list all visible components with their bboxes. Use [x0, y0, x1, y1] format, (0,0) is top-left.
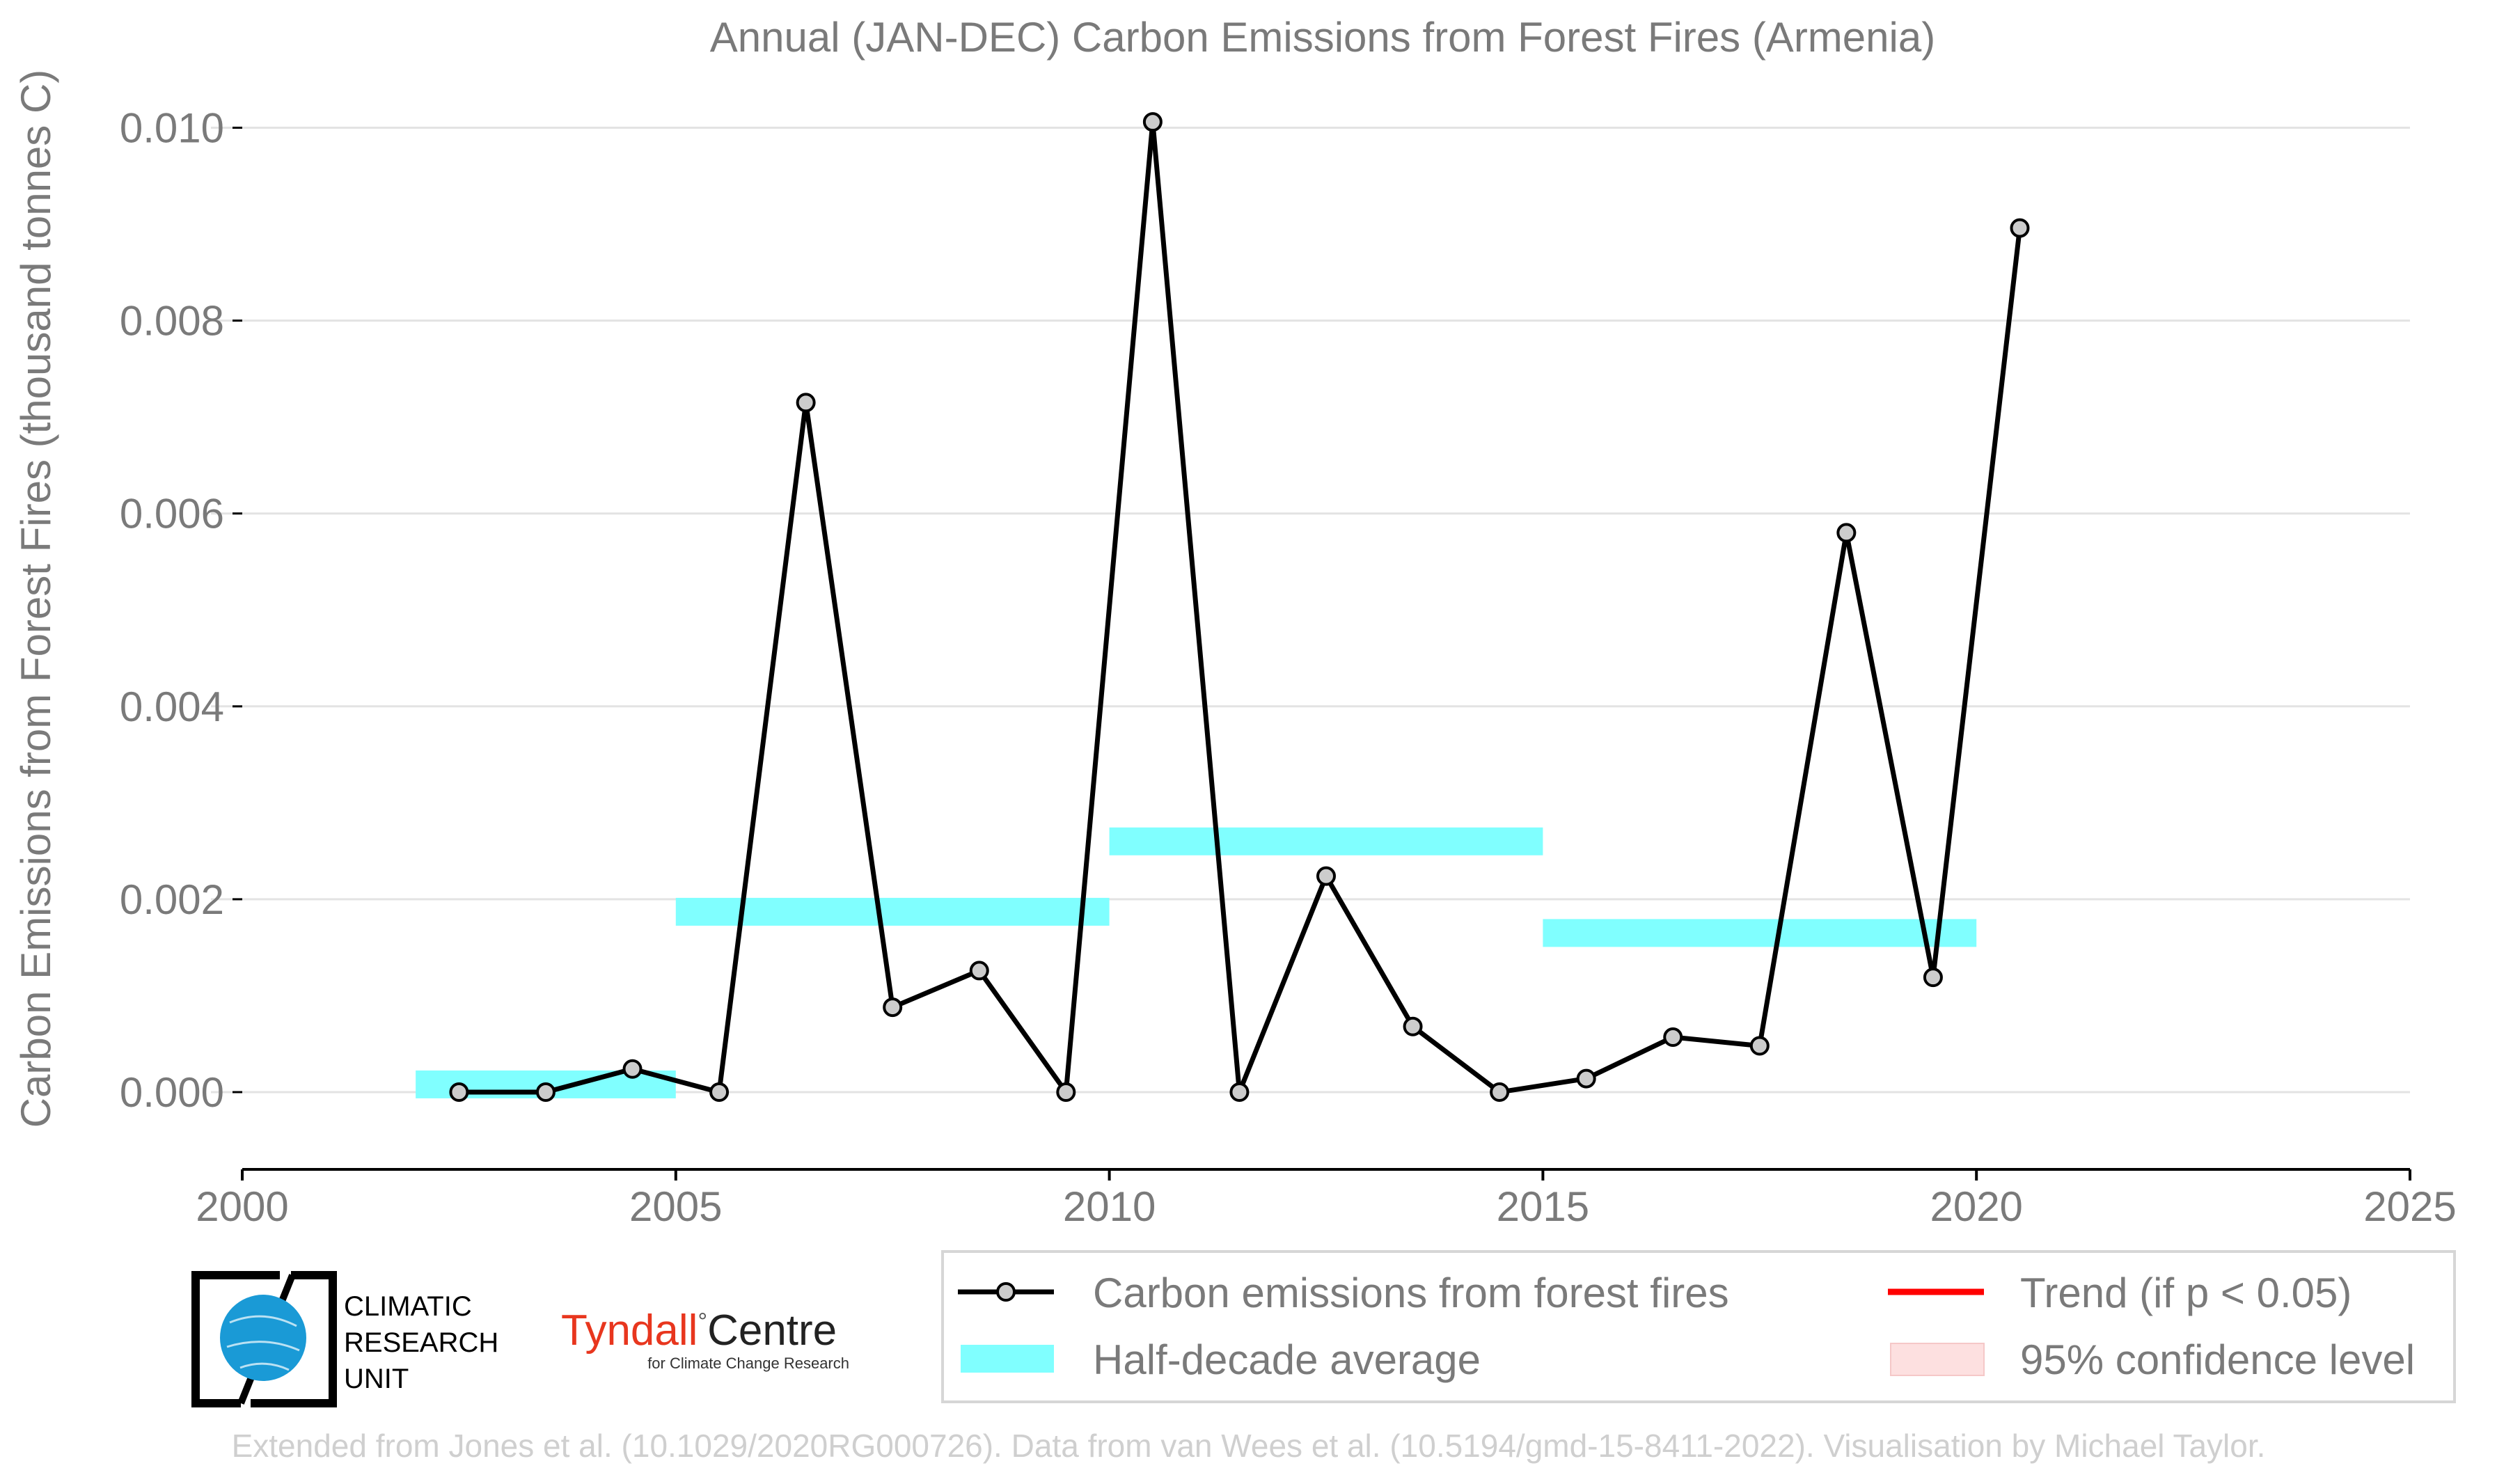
- legend-marker-sample: [996, 1282, 1016, 1302]
- legend-confidence-sample: [1890, 1343, 1985, 1376]
- cru-logo: CLIMATIC RESEARCH UNIT: [191, 1271, 498, 1407]
- data-point: [1316, 866, 1336, 886]
- data-point: [1142, 112, 1163, 132]
- data-point: [1663, 1027, 1683, 1048]
- data-point: [449, 1082, 469, 1102]
- cru-label-line-1: CLIMATIC: [344, 1291, 472, 1322]
- globe-icon-contour: [226, 1315, 300, 1371]
- half-decade-band: [1543, 919, 1977, 947]
- legend-band-sample: [961, 1345, 1054, 1373]
- cru-label-line-2: RESEARCH: [344, 1327, 498, 1358]
- tyndall-subtitle: for Climate Change Research: [647, 1355, 849, 1372]
- y-tick-label: 0.000: [120, 1069, 224, 1116]
- data-point: [622, 1059, 643, 1079]
- data-point: [1490, 1082, 1510, 1102]
- x-tick-label: 2000: [196, 1183, 288, 1230]
- chart-title: Annual (JAN-DEC) Carbon Emissions from F…: [710, 14, 1935, 61]
- half-decade-band: [675, 897, 1110, 926]
- y-tick-label: 0.002: [120, 876, 224, 923]
- data-point: [796, 393, 816, 413]
- tyndall-wordmark: Tyndall°Centre: [561, 1307, 837, 1355]
- data-point: [969, 961, 989, 981]
- x-tick-label: 2025: [2363, 1183, 2456, 1230]
- half-decade-bands: [416, 827, 1977, 1098]
- x-tick-label: 2020: [1930, 1183, 2022, 1230]
- tyndall-degree: °: [698, 1309, 707, 1335]
- data-point: [1923, 968, 1943, 988]
- legend-label-average: Half-decade average: [1093, 1336, 1481, 1383]
- data-point: [1403, 1016, 1423, 1036]
- data-point: [1836, 523, 1857, 543]
- tyndall-name: Tyndall: [561, 1307, 698, 1355]
- data-point: [883, 997, 903, 1018]
- footer-credits: Extended from Jones et al. (10.1029/2020…: [231, 1428, 2266, 1464]
- tyndall-logo: Tyndall°Centre for Climate Change Resear…: [561, 1307, 849, 1372]
- data-points: [449, 112, 2030, 1102]
- half-decade-band: [1109, 827, 1543, 855]
- axes: 0.000 0.002 0.004 0.006 0.008 0.010 2000 2005 20…: [120, 105, 2457, 1231]
- legend-label-emissions: Carbon emissions from forest fires: [1093, 1270, 1729, 1316]
- cru-logo-frame: [191, 1271, 337, 1407]
- data-point: [709, 1082, 730, 1102]
- cru-label-line-3: UNIT: [344, 1364, 409, 1394]
- data-point: [1056, 1082, 1076, 1102]
- legend-label-trend: Trend (if p < 0.05): [2020, 1270, 2352, 1316]
- data-point: [1576, 1068, 1596, 1089]
- y-tick-label: 0.008: [120, 298, 224, 345]
- tyndall-centre: Centre: [707, 1307, 837, 1355]
- x-tick-label: 2005: [629, 1183, 722, 1230]
- legend-frame: [941, 1250, 2456, 1403]
- data-point: [1749, 1036, 1770, 1056]
- y-tick-label: 0.006: [120, 491, 224, 537]
- y-tick-label: 0.004: [120, 684, 224, 730]
- data-point: [1229, 1082, 1250, 1102]
- globe-icon: [220, 1295, 306, 1381]
- data-point: [535, 1082, 556, 1102]
- gridlines: [211, 127, 2410, 1094]
- y-axis-label: Carbon Emissions from Forest Fires (thou…: [13, 70, 59, 1128]
- data-point: [2010, 218, 2030, 238]
- legend: Carbon emissions from forest fires Trend…: [941, 1250, 2456, 1403]
- legend-label-confidence: 95% confidence level: [2020, 1336, 2415, 1383]
- x-tick-label: 2015: [1497, 1183, 1589, 1230]
- y-tick-label: 0.010: [120, 105, 224, 152]
- x-tick-label: 2010: [1063, 1183, 1156, 1230]
